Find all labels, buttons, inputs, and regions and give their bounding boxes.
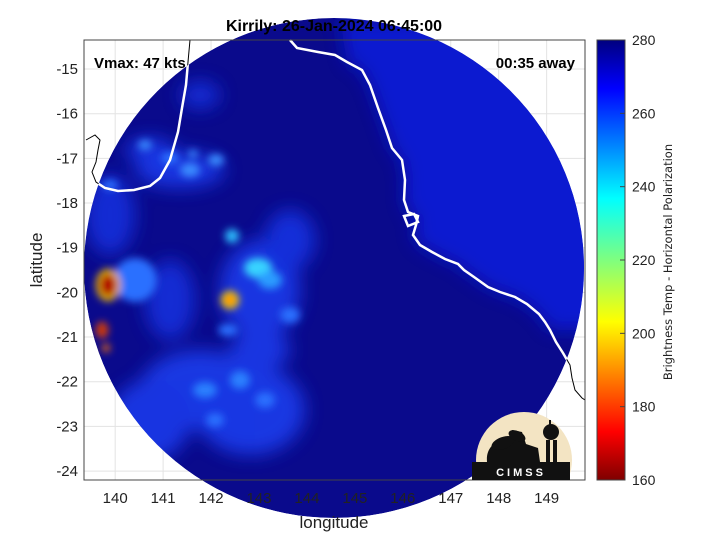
- y-tick-label: -18: [56, 195, 78, 212]
- plot-frame: [83, 39, 586, 481]
- colorbar-tick-label: 240: [632, 179, 656, 195]
- y-tick-label: -24: [56, 463, 78, 480]
- x-tick-label: 149: [534, 490, 559, 507]
- colorbar-tick-label: 260: [632, 105, 656, 121]
- y-axis-label: latitude: [27, 233, 46, 288]
- x-tick-label: 148: [486, 490, 511, 507]
- colorbar-tick-label: 180: [632, 399, 656, 415]
- y-tick-label: -21: [56, 329, 78, 346]
- y-tick-label: -22: [56, 374, 78, 391]
- x-tick-label: 146: [390, 490, 415, 507]
- cimss-logo-text: CIMSS: [496, 467, 546, 479]
- y-tick-label: -16: [56, 106, 78, 123]
- colorbar-tick-label: 220: [632, 252, 656, 268]
- colorbar-tick-labels: 280 260 240 220 200 180 160: [620, 32, 656, 488]
- x-axis-label: longitude: [299, 513, 368, 532]
- chart-title: Kirrily: 26-Jan-2024 06:45:00: [226, 18, 442, 35]
- x-tick-label: 142: [199, 490, 224, 507]
- colorbar-tick-label: 280: [632, 32, 656, 48]
- x-tick-label: 143: [246, 490, 271, 507]
- y-tick-label: -17: [56, 150, 78, 167]
- x-tick-label: 141: [151, 490, 176, 507]
- colorbar-label: Brightness Temp - Horizontal Polarizatio…: [661, 144, 675, 380]
- time-away-label: 00:35 away: [496, 55, 576, 72]
- y-tick-label: -20: [56, 284, 78, 301]
- x-tick-label: 140: [103, 490, 128, 507]
- x-tick-label: 144: [294, 490, 319, 507]
- y-tick-labels: -15 -16 -17 -18 -19 -20 -21 -22 -23 -24: [56, 61, 78, 480]
- y-tick-label: -23: [56, 418, 78, 435]
- vmax-label: Vmax: 47 kts: [94, 55, 186, 72]
- x-tick-labels: 140 141 142 143 144 145 146 147 148 149: [103, 490, 560, 507]
- cimss-logo-icon: CIMSS: [472, 412, 572, 480]
- x-tick-label: 145: [342, 490, 367, 507]
- y-tick-label: -15: [56, 61, 78, 78]
- colorbar-tick-label: 200: [632, 325, 656, 341]
- colorbar-tick-label: 160: [632, 472, 656, 488]
- y-tick-label: -19: [56, 240, 78, 257]
- x-tick-label: 147: [438, 490, 463, 507]
